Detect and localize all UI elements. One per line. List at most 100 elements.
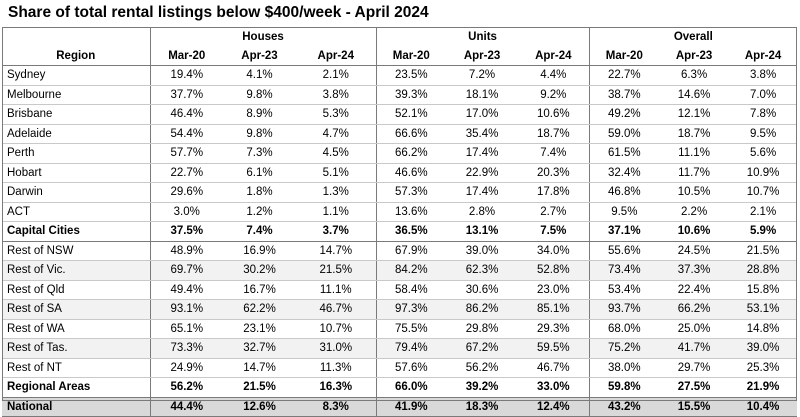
region-cell: Regional Areas: [2, 377, 150, 398]
value-cell: 9.8%: [223, 85, 296, 105]
region-cell: Capital Cities: [2, 221, 150, 242]
value-cell: 7.4%: [223, 221, 296, 242]
value-cell: 21.5%: [296, 260, 377, 281]
value-cell: 30.6%: [446, 280, 519, 300]
value-cell: 18.3%: [446, 396, 519, 417]
region-cell: Brisbane: [2, 104, 150, 125]
value-cell: 49.2%: [588, 104, 660, 125]
region-cell: Rest of NT: [2, 358, 150, 378]
value-cell: 44.4%: [149, 396, 223, 417]
value-cell: 55.6%: [588, 241, 660, 261]
value-cell: 67.2%: [446, 338, 519, 359]
value-cell: 93.1%: [149, 299, 223, 320]
value-cell: 16.3%: [296, 377, 377, 398]
value-cell: 31.0%: [296, 338, 377, 359]
value-cell: 39.0%: [446, 241, 519, 261]
value-cell: 14.8%: [729, 319, 798, 339]
value-cell: 66.0%: [375, 377, 447, 398]
table-row: National 44.4% 12.6% 8.3% 41.9% 18.3% 12.4% 43.…: [2, 396, 798, 417]
region-cell: Sydney: [2, 65, 150, 86]
region-cell: Rest of Tas.: [2, 338, 150, 359]
value-cell: 11.3%: [296, 358, 377, 378]
region-header-spacer: [2, 27, 150, 47]
table-row: Perth 57.7% 7.3% 4.5% 66.2% 17.4% 7.4% 61.5% 11.…: [2, 143, 798, 164]
value-cell: 39.3%: [375, 85, 447, 105]
value-cell: 20.3%: [518, 163, 590, 183]
value-cell: 56.2%: [446, 358, 519, 378]
value-cell: 19.4%: [149, 65, 223, 86]
value-cell: 22.9%: [446, 163, 519, 183]
value-cell: 12.1%: [659, 104, 730, 125]
value-cell: 67.9%: [375, 241, 447, 261]
table-row: Rest of Tas. 73.3% 32.7% 31.0% 79.4% 67.2% 59.…: [2, 338, 798, 359]
value-cell: 97.3%: [375, 299, 447, 320]
value-cell: 11.1%: [659, 143, 730, 164]
value-cell: 59.5%: [518, 338, 590, 359]
value-cell: 29.7%: [659, 358, 730, 378]
value-cell: 21.5%: [223, 377, 296, 398]
region-cell: Rest of SA: [2, 299, 150, 320]
value-cell: 23.1%: [223, 319, 296, 339]
region-cell: Melbourne: [2, 85, 150, 105]
value-cell: 1.3%: [296, 182, 377, 203]
value-cell: 6.1%: [223, 163, 296, 183]
value-cell: 57.7%: [149, 143, 223, 164]
value-cell: 12.6%: [223, 396, 296, 417]
value-cell: 2.2%: [659, 202, 730, 222]
value-cell: 4.5%: [296, 143, 377, 164]
value-cell: 23.0%: [518, 280, 590, 300]
table-row: ACT 3.0% 1.2% 1.1% 13.6% 2.8% 2.7% 9.5% 2.2% 2.1%: [2, 202, 798, 222]
value-cell: 35.4%: [446, 124, 519, 144]
value-cell: 3.8%: [296, 85, 377, 105]
value-cell: 16.9%: [223, 241, 296, 261]
table-row: Rest of Vic. 69.7% 30.2% 21.5% 84.2% 62.3% 52.…: [2, 260, 798, 281]
group-header-units: Units: [375, 27, 590, 47]
value-cell: 69.7%: [149, 260, 223, 281]
value-cell: 7.2%: [446, 65, 519, 86]
value-cell: 5.6%: [729, 143, 798, 164]
region-cell: Darwin: [2, 182, 150, 203]
value-cell: 4.1%: [223, 65, 296, 86]
period-header: Apr-24: [729, 46, 798, 66]
region-cell: Adelaide: [2, 124, 150, 144]
value-cell: 4.7%: [296, 124, 377, 144]
value-cell: 21.9%: [729, 377, 798, 398]
table-row: Brisbane 46.4% 8.9% 5.3% 52.1% 17.0% 10.6% 49.2…: [2, 104, 798, 125]
period-header-row: Region Mar-20 Apr-23 Apr-24 Mar-20 Apr-2…: [2, 46, 798, 66]
value-cell: 3.7%: [296, 221, 377, 242]
value-cell: 39.2%: [446, 377, 519, 398]
value-cell: 17.4%: [446, 182, 519, 203]
table-row: Sydney 19.4% 4.1% 2.1% 23.5% 7.2% 4.4% 22.7% 6.3…: [2, 65, 798, 86]
value-cell: 37.5%: [149, 221, 223, 242]
value-cell: 9.5%: [729, 124, 798, 144]
table-row: Melbourne 37.7% 9.8% 3.8% 39.3% 18.1% 9.2% 38.7…: [2, 85, 798, 105]
value-cell: 46.6%: [375, 163, 447, 183]
value-cell: 59.0%: [588, 124, 660, 144]
value-cell: 22.7%: [588, 65, 660, 86]
value-cell: 6.3%: [659, 65, 730, 86]
value-cell: 13.1%: [446, 221, 519, 242]
value-cell: 7.8%: [729, 104, 798, 125]
value-cell: 9.8%: [223, 124, 296, 144]
value-cell: 34.0%: [518, 241, 590, 261]
value-cell: 49.4%: [149, 280, 223, 300]
value-cell: 7.4%: [518, 143, 590, 164]
value-cell: 54.4%: [149, 124, 223, 144]
value-cell: 38.7%: [588, 85, 660, 105]
value-cell: 52.1%: [375, 104, 447, 125]
value-cell: 46.4%: [149, 104, 223, 125]
value-cell: 1.1%: [296, 202, 377, 222]
value-cell: 75.5%: [375, 319, 447, 339]
value-cell: 3.8%: [729, 65, 798, 86]
value-cell: 57.3%: [375, 182, 447, 203]
value-cell: 5.3%: [296, 104, 377, 125]
value-cell: 17.8%: [518, 182, 590, 203]
period-header: Apr-23: [223, 46, 296, 66]
value-cell: 28.8%: [729, 260, 798, 281]
value-cell: 15.5%: [659, 396, 730, 417]
value-cell: 68.0%: [588, 319, 660, 339]
value-cell: 86.2%: [446, 299, 519, 320]
value-cell: 33.0%: [518, 377, 590, 398]
value-cell: 73.3%: [149, 338, 223, 359]
value-cell: 14.7%: [296, 241, 377, 261]
